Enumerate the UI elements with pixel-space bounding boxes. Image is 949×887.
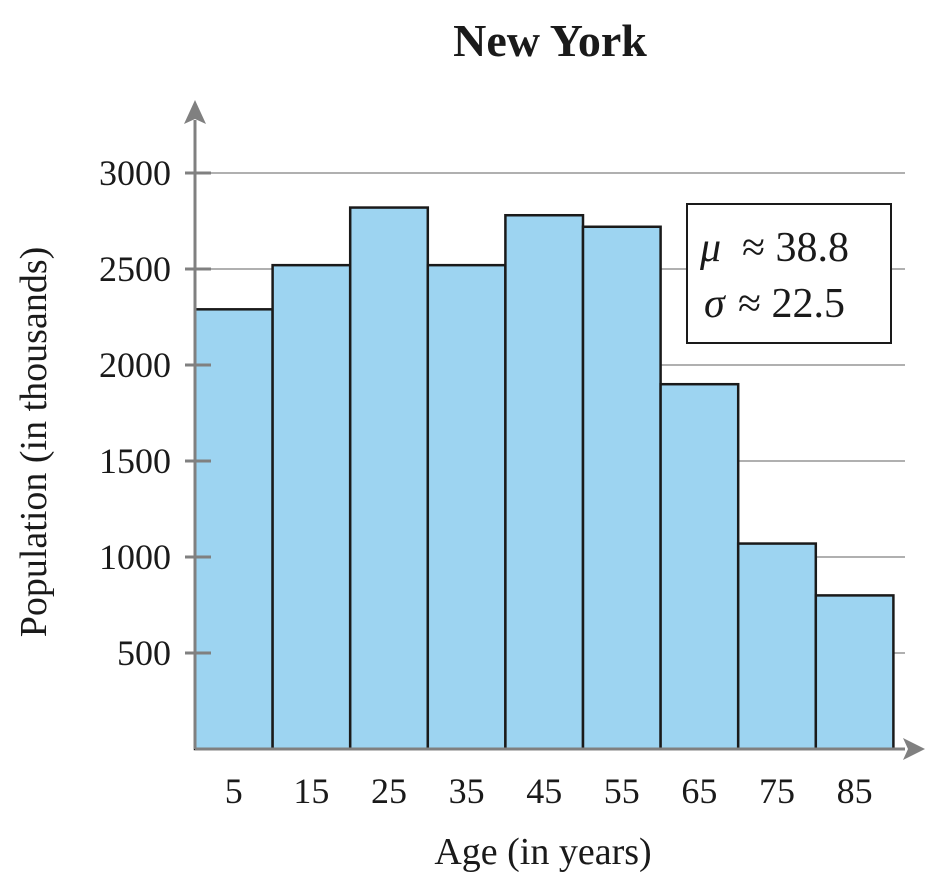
y-tick-label: 3000	[99, 153, 171, 193]
stats-box-frame	[686, 203, 892, 344]
x-axis-arrow	[903, 738, 925, 760]
bar-35	[426, 263, 507, 751]
y-tick-label: 2500	[99, 249, 171, 289]
sigma-value: ≈ 22.5	[738, 281, 845, 327]
y-tick-label: 1500	[99, 441, 171, 481]
x-tick-label: 25	[371, 771, 407, 811]
x-axis-label: Age (in years)	[434, 831, 651, 873]
bar-65	[659, 382, 740, 751]
x-tick-label: 55	[604, 771, 640, 811]
x-tick-label: 15	[293, 771, 329, 811]
tick-labels: 500 1000 1500 2000 2500 3000 5 15 25 35 45 55 65 75 85	[99, 153, 873, 811]
bar-45	[504, 213, 585, 751]
y-tick-label: 1000	[99, 537, 171, 577]
y-tick-label: 2000	[99, 345, 171, 385]
mu-value: ≈ 38.8	[742, 225, 849, 271]
bars	[193, 206, 895, 751]
chart-title: New York	[453, 15, 647, 66]
mu-symbol: μ	[699, 225, 721, 271]
y-axis-label: Population (in thousands)	[13, 247, 55, 638]
x-tick-label: 5	[225, 771, 243, 811]
y-tick-label: 500	[117, 633, 171, 673]
stats-box: μ ≈ 38.8 σ ≈ 22.5	[686, 203, 892, 344]
axes	[184, 100, 925, 760]
x-tick-label: 45	[526, 771, 562, 811]
y-axis-arrow	[184, 100, 206, 124]
bar-85	[814, 594, 895, 751]
bar-15	[271, 263, 352, 751]
x-tick-label: 65	[681, 771, 717, 811]
bar-75	[736, 542, 818, 751]
bar-55	[581, 225, 662, 751]
x-tick-label: 35	[449, 771, 485, 811]
x-tick-label: 85	[837, 771, 873, 811]
bar-25	[348, 206, 430, 751]
sigma-symbol: σ	[704, 281, 727, 327]
x-tick-label: 75	[759, 771, 795, 811]
bar-5	[193, 308, 274, 751]
